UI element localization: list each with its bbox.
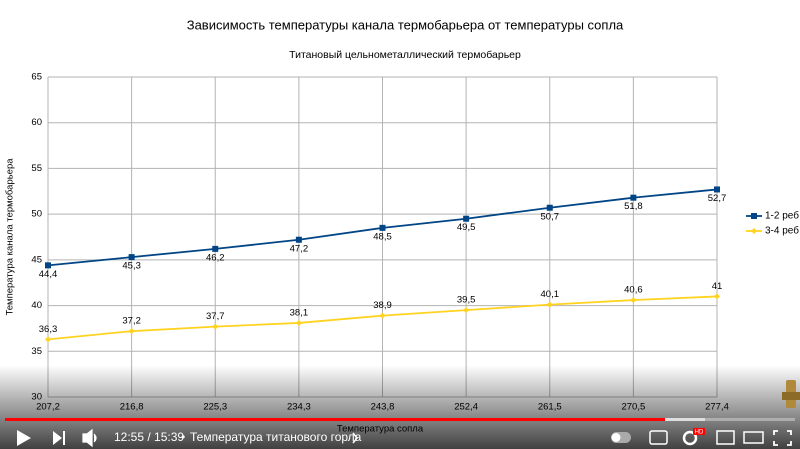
data-label: 46,2 — [206, 252, 225, 263]
data-label: 44,4 — [39, 269, 58, 280]
data-label: 38,9 — [373, 300, 392, 311]
chapter-title[interactable]: Температура титанового горла — [190, 430, 362, 444]
time-display: 12:55 / 15:39 — [114, 430, 184, 444]
hd-badge — [693, 428, 705, 435]
hd-text: HD — [695, 430, 704, 436]
data-label: 37,7 — [206, 311, 225, 322]
next-button[interactable] — [53, 431, 65, 445]
marker — [45, 262, 51, 269]
x-axis-label: Температура сопла — [337, 424, 424, 435]
settings-button[interactable] — [682, 430, 698, 446]
marker — [45, 336, 51, 343]
y-tick-label: 65 — [31, 72, 42, 83]
marker — [546, 301, 553, 308]
y-tick-label: 40 — [31, 300, 42, 311]
data-label: 47,2 — [290, 243, 309, 254]
data-label: 37,2 — [122, 316, 141, 327]
marker — [128, 254, 135, 261]
chart-title: Зависимость температуры канала термобарь… — [187, 17, 624, 32]
y-tick-label: 35 — [31, 346, 42, 357]
y-tick-label: 60 — [31, 117, 42, 128]
data-label: 49,5 — [457, 222, 476, 233]
marker — [546, 204, 553, 211]
data-label: 52,7 — [708, 193, 727, 204]
marker — [714, 186, 720, 193]
marker — [463, 307, 470, 314]
data-label: 38,1 — [290, 307, 309, 318]
marker — [630, 297, 637, 304]
legend-label: 3-4 реб — [765, 225, 799, 237]
data-label: 36,3 — [39, 324, 58, 335]
data-label: 45,3 — [122, 261, 141, 272]
marker — [463, 215, 470, 222]
autoplay-knob — [611, 433, 621, 442]
play-button[interactable] — [17, 430, 31, 446]
legend-marker — [751, 228, 757, 234]
volume-button[interactable] — [82, 428, 97, 448]
data-label: 50,7 — [541, 211, 560, 222]
marker — [630, 194, 637, 201]
marker — [379, 224, 386, 231]
data-label: 51,8 — [624, 201, 643, 212]
data-label: 41 — [712, 281, 723, 292]
chapter-arrow[interactable] — [352, 432, 358, 444]
separator: • — [181, 430, 185, 444]
data-label: 48,5 — [373, 231, 392, 242]
progress-buffered — [665, 418, 705, 421]
legend-marker — [751, 213, 757, 219]
theater-button[interactable] — [743, 431, 764, 444]
marker — [714, 293, 720, 300]
miniplayer-button[interactable] — [716, 430, 735, 445]
channel-icon — [782, 380, 800, 408]
legend-label: 1-2 реб — [765, 210, 799, 222]
marker — [379, 312, 386, 319]
marker — [128, 328, 135, 335]
marker — [295, 319, 302, 326]
marker — [295, 236, 302, 243]
data-label: 40,1 — [541, 289, 560, 300]
y-tick-label: 55 — [31, 163, 42, 174]
y-tick-label: 50 — [31, 209, 42, 220]
chart-subtitle: Титановый цельнометаллический термобарье… — [289, 49, 521, 61]
y-axis-label: Температура канала термобарьера — [5, 158, 16, 316]
marker — [212, 245, 219, 252]
subtitles-button[interactable] — [649, 430, 668, 445]
fullscreen-button[interactable] — [773, 430, 792, 446]
marker — [212, 323, 219, 330]
y-tick-label: 45 — [31, 254, 42, 265]
progress-played[interactable] — [5, 418, 665, 421]
data-label: 40,6 — [624, 285, 643, 296]
data-label: 39,5 — [457, 295, 476, 306]
